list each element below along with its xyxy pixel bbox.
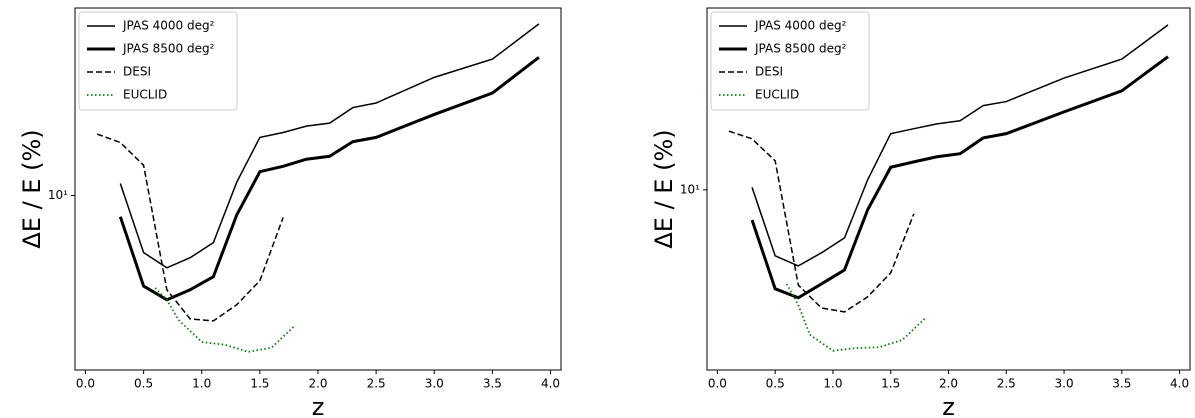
x-tick-label: 0.5 [766,377,785,391]
x-tick-label: 1.0 [823,377,842,391]
y-tick-label: 10¹ [48,188,68,202]
legend-label: JPAS 4000 deg² [122,19,215,33]
series-line [154,287,296,353]
series-line [751,24,1169,267]
x-tick-label: 3.0 [1055,377,1074,391]
legend-box [78,11,238,111]
series-line [119,23,540,269]
series-line [728,130,915,313]
series-line [785,283,927,352]
series-line [96,133,284,322]
x-tick-label: 2.5 [367,377,386,391]
x-tick-label: 1.0 [192,377,211,391]
legend-label: JPAS 4000 deg² [754,19,847,33]
x-tick-label: 2.5 [997,377,1016,391]
legend-label: DESI [755,65,783,79]
x-tick-label: 1.5 [250,377,269,391]
x-tick-label: 1.5 [881,377,900,391]
x-tick-label: 3.5 [1112,377,1131,391]
legend-label: EUCLID [123,88,167,102]
y-axis-label: ΔE / E (%) [18,129,46,248]
x-tick-label: 2.0 [939,377,958,391]
series-line [118,56,540,302]
legend-label: JPAS 8500 deg² [122,42,215,56]
x-tick-label: 4.0 [541,377,560,391]
x-tick-label: 0.0 [76,377,95,391]
legend-box [710,11,870,111]
legend-label: JPAS 8500 deg² [754,42,847,56]
chart: 0.0 0.5 1.0 1.5 2.0 2.5 3.0 3.5 4.0 10¹ z ΔE / E (%… [650,7,1191,418]
y-tick-label: 10¹ [680,182,700,196]
legend-label: EUCLID [755,88,799,102]
legend-label: DESI [123,65,151,79]
x-tick-label: 0.0 [708,377,727,391]
x-tick-label: 3.0 [425,377,444,391]
x-tick-label: 0.5 [134,377,153,391]
chart: 0.0 0.5 1.0 1.5 2.0 2.5 3.0 3.5 4.0 10¹ z ΔE / E (%… [18,7,562,418]
x-tick-label: 4.0 [1170,377,1189,391]
y-axis-label: ΔE / E (%) [650,129,678,248]
x-axis-label: z [312,393,325,418]
x-tick-label: 2.0 [308,377,327,391]
x-tick-label: 3.5 [483,377,502,391]
x-axis-label: z [942,393,955,418]
